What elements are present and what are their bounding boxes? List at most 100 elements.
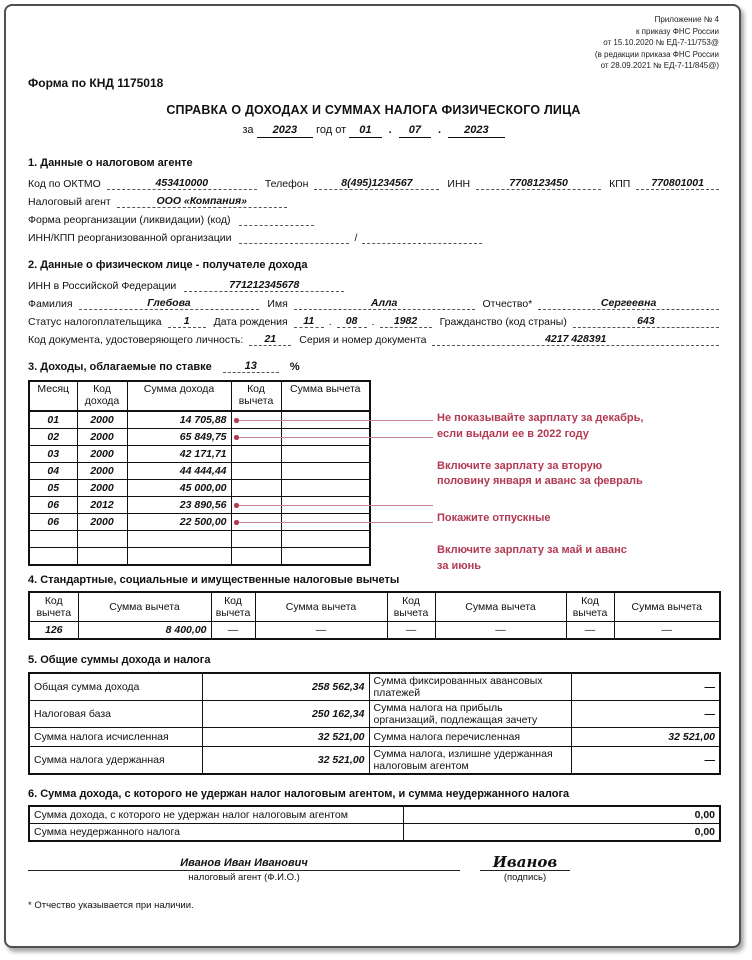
section4-heading: 4. Стандартные, социальные и имущественн… (28, 573, 400, 586)
unwithheld-label: Сумма дохода, с которого не удержан нало… (28, 805, 404, 824)
deductions-table: Код вычета Сумма вычета Код вычета Сумма… (28, 590, 721, 640)
income-cell (126, 529, 232, 548)
table-row: 126 8 400,00 — — — — — — (28, 620, 721, 639)
col-ded-code: Код вычета (210, 591, 256, 622)
section6-heading: 6. Сумма дохода, с которого не удержан н… (28, 787, 570, 800)
ded-sum-cell (280, 529, 371, 548)
annotation-group: Не показывайте зарплату за декабрь, если… (437, 396, 725, 507)
reorg-form-row: Форма реорганизации (ликвидации) (код) (28, 208, 719, 226)
ded-code-cell (230, 444, 282, 463)
reorg-label: Форма реорганизации (ликвидации) (код) (28, 213, 231, 226)
total-value: — (570, 745, 721, 774)
income-cell: 23 890,56 (126, 495, 232, 514)
code-cell: 2000 (76, 427, 128, 446)
total-label: Сумма налога перечисленная (368, 726, 572, 747)
agent-codes-row: Код по ОКТМО 453410000 Телефон 8(495)123… (28, 172, 719, 190)
col-income-code: Код дохода (76, 380, 128, 412)
col-month: Месяц (28, 380, 78, 412)
appendix-line: к приказу ФНС России (635, 26, 719, 36)
form-date-line: за 2023 год от 01 . 07 . 2023 (28, 124, 719, 138)
birth-year-value: 1982 (379, 314, 432, 328)
total-label: Сумма фиксированных авансовых платежей (368, 672, 572, 701)
person-status-row: Статус налогоплательщика 1 Дата рождения… (28, 310, 719, 328)
appendix-line: (в редакции приказа ФНС России (594, 49, 719, 59)
firstname-value: Алла (293, 296, 475, 310)
date-separator: . (328, 315, 332, 328)
ded-sum-cell: — (613, 620, 721, 639)
page-title: СПРАВКА О ДОХОДАХ И СУММАХ НАЛОГА ФИЗИЧЕ… (166, 102, 581, 117)
ded-code-cell: 126 (28, 620, 79, 639)
reorg-kpp-value (362, 230, 483, 244)
date-separator: . (371, 315, 375, 328)
table-row: Сумма неудержанного налога 0,00 (28, 822, 721, 841)
ded-code-cell (230, 478, 282, 497)
annotation-note: Не показывайте зарплату за декабрь, если… (437, 412, 644, 441)
inn-label: ИНН (447, 177, 471, 190)
income-cell: 22 500,00 (126, 512, 232, 531)
income-cell: 65 849,75 (126, 427, 232, 446)
agent-value: ООО «Компания» (116, 194, 287, 208)
footnote: * Отчество указывается при наличии. (28, 899, 194, 911)
month-cell (28, 546, 78, 565)
income-header-row: Месяц Код дохода Сумма дохода Код вычета… (28, 380, 371, 412)
agent-signature-area: Иванов Иван Иванович налоговый агент (Ф.… (28, 857, 460, 883)
col-ded-code: Код вычета (28, 591, 79, 622)
income-cell: 45 000,00 (126, 478, 232, 497)
ded-sum-cell (280, 461, 371, 480)
section1-heading: 1. Данные о налоговом агенте (28, 156, 193, 169)
patronymic-label: Отчество* (482, 297, 533, 310)
code-cell: 2000 (76, 512, 128, 531)
month-cell: 01 (28, 410, 78, 429)
total-value: — (570, 699, 721, 728)
subtitle-middle: год от (316, 123, 347, 136)
appendix-line: от 15.10.2020 № ЕД-7-11/753@ (603, 38, 719, 47)
deductions-header-row: Код вычета Сумма вычета Код вычета Сумма… (28, 591, 721, 622)
code-cell: 2000 (76, 461, 128, 480)
birthdate-label: Дата рождения (213, 315, 288, 328)
table-row: 03 2000 42 171,71 (28, 444, 371, 463)
annotation-note: Включите зарплату за вторую половину янв… (437, 459, 643, 488)
col-ded-sum: Сумма вычета (434, 591, 567, 622)
total-label: Сумма налога, излишне удержанная налогов… (368, 745, 572, 774)
ded-code-cell: — (386, 620, 436, 639)
oktmo-label: Код по ОКТМО (28, 177, 101, 190)
status-label: Статус налогоплательщика (28, 315, 162, 328)
person-inn-value: 771212345678 (184, 278, 345, 292)
inn-value: 7708123450 (476, 176, 602, 190)
doc-num-value: 4217 428391 (432, 332, 719, 346)
month-cell: 03 (28, 444, 78, 463)
handwritten-signature-area: Иванов (подпись) (480, 854, 570, 883)
citizenship-value: 643 (572, 314, 719, 328)
doc-code-label: Код документа, удостоверяющего личность: (28, 333, 244, 346)
reorg-code-value (238, 212, 314, 226)
person-name-row: Фамилия Глебова Имя Алла Отчество* Серге… (28, 292, 719, 310)
kpp-value: 770801001 (636, 176, 719, 190)
citizenship-label: Гражданство (код страны) (439, 315, 567, 328)
doc-code-value: 21 (249, 332, 292, 346)
ded-sum-cell: — (434, 620, 567, 639)
form-code: Форма по КНД 1175018 (28, 75, 164, 90)
ded-sum-cell (280, 478, 371, 497)
firstname-label: Имя (267, 297, 288, 310)
agent-name-row: Налоговый агент ООО «Компания» (28, 190, 719, 208)
date-separator: . (388, 123, 392, 136)
section2-heading: 2. Данные о физическом лице - получателе… (28, 258, 308, 271)
slash-separator: / (354, 231, 358, 244)
status-value: 1 (167, 314, 206, 328)
income-cell: 42 171,71 (126, 444, 232, 463)
phone-value: 8(495)1234567 (314, 176, 440, 190)
total-value: 250 162,34 (201, 699, 370, 728)
table-row: 05 2000 45 000,00 (28, 478, 371, 497)
reorg-inn-value (239, 230, 350, 244)
appendix-line: Приложение № 4 (654, 15, 719, 24)
col-ded-sum: Сумма вычета (254, 591, 388, 622)
person-inn-label: ИНН в Российской Федерации (28, 279, 177, 292)
ded-sum-cell: 8 400,00 (77, 620, 212, 639)
ded-sum-cell (280, 444, 371, 463)
col-ded-code: Код вычета (565, 591, 615, 622)
form-page: Приложение № 4 к приказу ФНС России от 1… (4, 4, 741, 948)
connector-line (234, 435, 433, 439)
annotation-note: Включите зарплату за май и аванс за июнь (437, 543, 627, 572)
code-cell: 2000 (76, 478, 128, 497)
person-doc-row: Код документа, удостоверяющего личность:… (28, 328, 719, 346)
